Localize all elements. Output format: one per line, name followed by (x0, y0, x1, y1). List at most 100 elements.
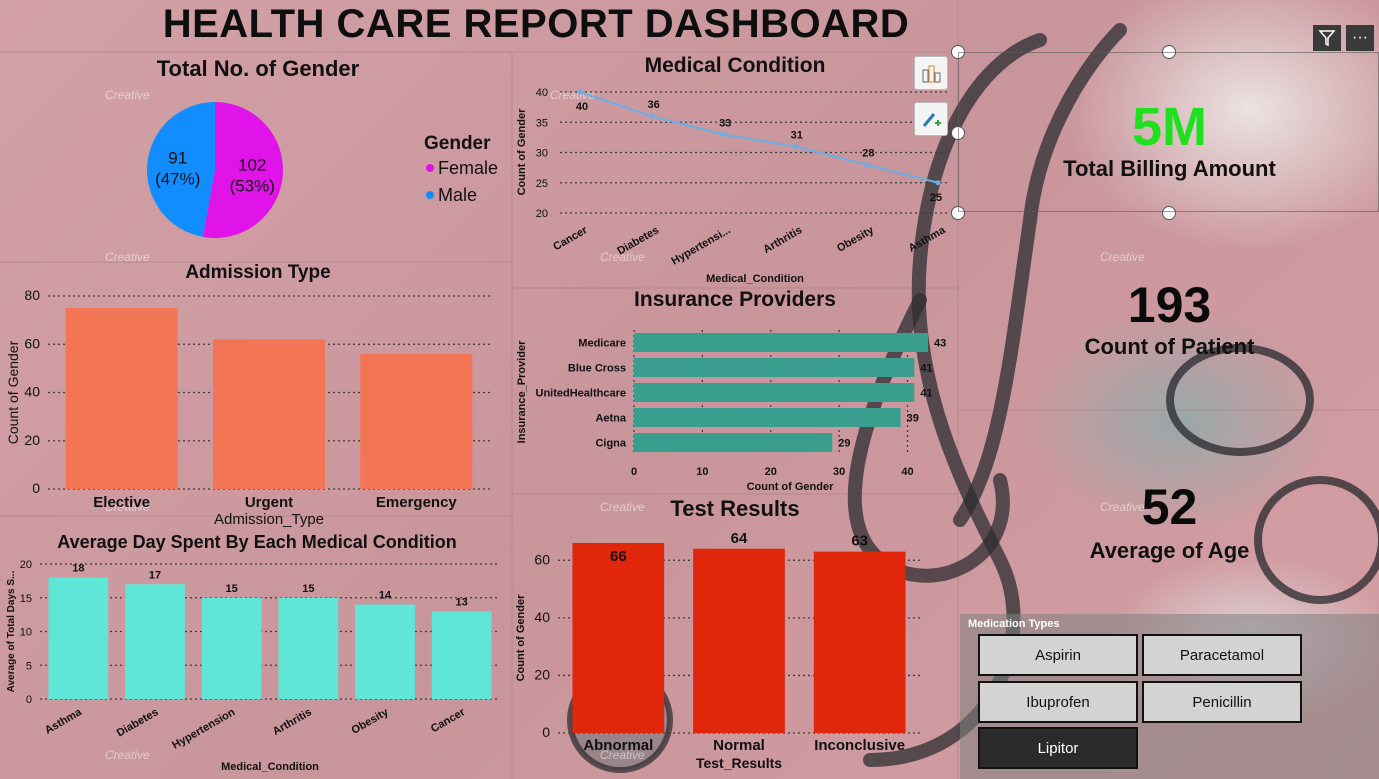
data-label: 28 (862, 148, 874, 160)
watermark-text: Creative (600, 748, 645, 762)
visual-format-button[interactable] (914, 56, 948, 90)
age-kpi-value: 52 (1141, 479, 1198, 535)
bar-normal (693, 548, 785, 733)
medical-condition-chart-title: Medical Condition (644, 54, 826, 77)
y-tick-label: 25 (536, 178, 548, 190)
test-results-bar-chart[interactable]: 0 20 40 60 66 Abnormal 64 Normal 63 Inconclusive T… (0, 0, 960, 779)
y-tick-label: 40 (24, 384, 40, 400)
bar-emergency (360, 353, 473, 489)
x-tick-label: 0 (631, 466, 637, 478)
watermark-text: Creative (105, 250, 150, 264)
more-options-button[interactable]: ··· (1346, 25, 1374, 51)
y-tick-label: 20 (536, 208, 548, 220)
age-kpi-label: Average of Age (1089, 538, 1250, 563)
bar-medicare (634, 333, 928, 352)
legend-marker-female (426, 164, 434, 172)
y-tick-label: 35 (536, 117, 548, 129)
x-tick-label: Urgent (245, 494, 293, 511)
data-label: 25 (930, 192, 942, 204)
x-tick-label: 10 (696, 466, 708, 478)
y-tick-label: 80 (24, 287, 40, 303)
y-tick-label: 5 (26, 660, 32, 672)
watermark-text: Creative (600, 250, 645, 264)
y-tick-label: 40 (536, 87, 548, 99)
bar-elective (65, 308, 178, 489)
data-label: 33 (719, 117, 731, 129)
pie-percent-label: (47%) (155, 170, 200, 189)
bar-hypertension (201, 597, 262, 699)
watermark-text: Creative (105, 500, 150, 514)
data-label: 18 (72, 563, 84, 575)
bar-diabetes (125, 584, 185, 699)
x-axis-title: Admission_Type (214, 511, 324, 528)
y-tick-label: 20 (20, 559, 32, 571)
y-tick-label: 15 (20, 593, 32, 605)
medication-option-paracetamol[interactable]: Paracetamol (1142, 634, 1302, 676)
watermark-text: Creative (1100, 500, 1145, 514)
billing-kpi-label: Total Billing Amount (1063, 156, 1276, 181)
line-point-3 (792, 143, 798, 149)
medication-option-aspirin[interactable]: Aspirin (978, 634, 1138, 676)
pie-percent-label: (53%) (230, 176, 275, 195)
gender-pie-chart[interactable]: 102 (53%) 91 (47%) Gender Female Male (0, 0, 512, 260)
glasses-icon (1166, 344, 1379, 604)
data-label: 43 (934, 338, 946, 350)
line-point-1 (649, 113, 655, 119)
x-tick-label: Inconclusive (814, 737, 905, 754)
insurance-chart-title: Insurance Providers (634, 288, 836, 311)
bar-unitedhealthcare (634, 383, 915, 402)
medication-option-penicillin[interactable]: Penicillin (1142, 681, 1302, 723)
bar-inconclusive (813, 551, 906, 733)
pie-legend-title: Gender (424, 133, 491, 154)
pie-value-label: 102 (238, 155, 266, 174)
bar-urgent (213, 339, 325, 489)
more-options-icon: ··· (1352, 29, 1368, 46)
watermark-text: Creative (105, 88, 150, 102)
filter-icon (1318, 30, 1336, 47)
y-tick-label: 20 (534, 666, 550, 682)
legend-marker-male (426, 191, 434, 199)
filter-button[interactable] (1313, 25, 1341, 51)
y-tick-label: Aetna (595, 413, 626, 425)
medical-condition-line-chart[interactable]: 202530354040Cancer36Diabetes33Hypertensi… (0, 0, 960, 290)
data-label: 66 (610, 548, 627, 565)
admission-bar-chart[interactable]: 0 20 40 60 80 Elective Urgent Emergency Admissio… (0, 0, 512, 530)
y-tick-label: 40 (534, 609, 550, 625)
bar-cigna (634, 433, 833, 452)
visual-analytics-button[interactable] (914, 102, 948, 136)
legend-label-male: Male (438, 185, 477, 205)
y-tick-label: 0 (26, 694, 32, 706)
resize-handle[interactable] (1162, 206, 1176, 220)
data-label: 41 (920, 388, 932, 400)
medication-option-ibuprofen[interactable]: Ibuprofen (978, 681, 1138, 723)
line-point-2 (720, 131, 726, 137)
watermark-text: Creative (600, 500, 645, 514)
data-label: 36 (647, 99, 659, 111)
line-point-5 (935, 180, 941, 186)
x-axis-title: Count of Gender (747, 481, 834, 493)
medication-slicer-title: Medication Types (968, 618, 1060, 630)
y-tick-label: 0 (32, 480, 40, 496)
gender-chart-title: Total No. of Gender (156, 56, 360, 81)
data-label: 29 (838, 438, 850, 450)
pie-slice-female (202, 102, 283, 238)
y-axis-title: Average of Total Days S... (6, 570, 17, 692)
data-label: 40 (576, 101, 588, 113)
bar-blue-cross (634, 358, 915, 377)
medication-option-lipitor[interactable]: Lipitor (978, 727, 1138, 769)
x-tick-label: 20 (765, 466, 777, 478)
y-tick-label: 60 (24, 335, 40, 351)
line-point-4 (863, 162, 869, 168)
x-axis-title: Test_Results (696, 755, 782, 771)
y-axis-title: Count of Gender (5, 340, 21, 444)
selected-visual-frame (958, 52, 1379, 212)
y-tick-label: Blue Cross (568, 363, 626, 375)
series-line (579, 91, 939, 184)
data-label: 15 (302, 583, 314, 595)
patients-kpi-label: Count of Patient (1084, 334, 1255, 359)
data-label: 15 (226, 583, 238, 595)
x-tick-label: 30 (833, 466, 845, 478)
